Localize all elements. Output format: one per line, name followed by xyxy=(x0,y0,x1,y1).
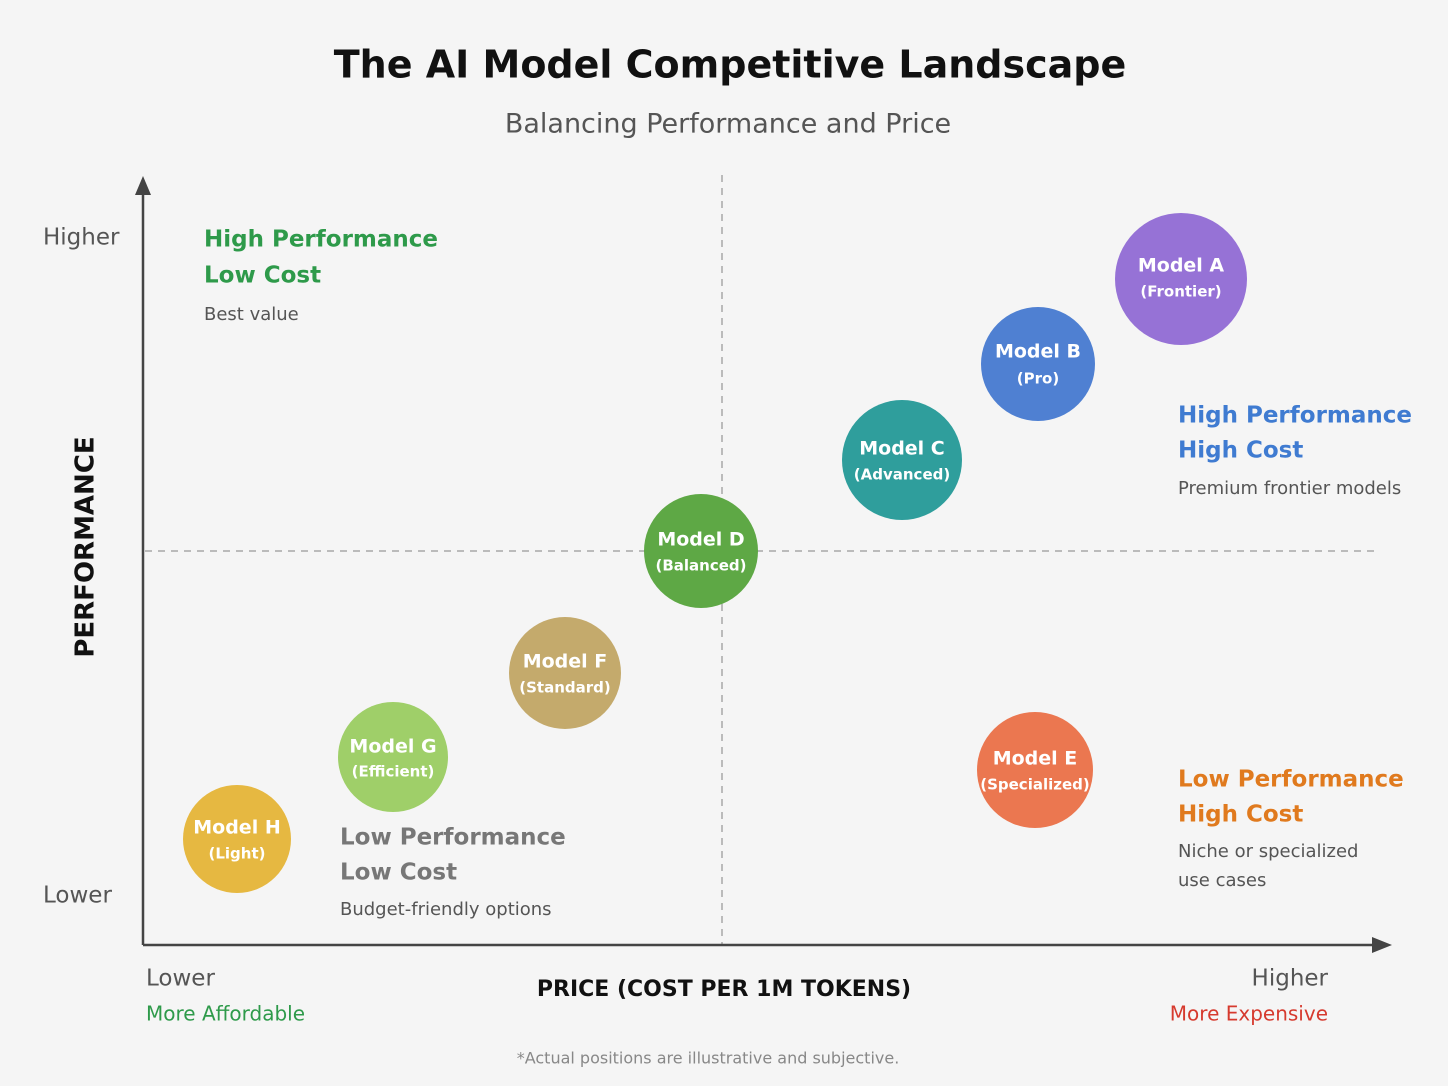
quadrant-note: Best value xyxy=(204,304,299,325)
bubble xyxy=(509,617,621,729)
bubble xyxy=(183,785,291,893)
node-sublabel: (Pro) xyxy=(1017,370,1059,388)
bubble xyxy=(842,400,962,520)
quadrant-note: Niche or specialized xyxy=(1178,841,1358,862)
footnote: *Actual positions are illustrative and s… xyxy=(517,1049,900,1068)
node: Model H (Light) xyxy=(183,785,291,893)
bubble xyxy=(977,712,1093,828)
x-title: PRICE (COST PER 1M TOKENS) xyxy=(537,977,911,1002)
node: Model D (Balanced) xyxy=(644,494,758,608)
y-arrow xyxy=(135,176,151,195)
node: Model F (Standard) xyxy=(509,617,621,729)
node-label: Model E xyxy=(993,748,1078,770)
node-sublabel: (Specialized) xyxy=(980,776,1090,794)
node-label: Model B xyxy=(995,341,1081,363)
node: Model C (Advanced) xyxy=(842,400,962,520)
node: Model A (Frontier) xyxy=(1115,213,1247,345)
quadrant-title: High Performance xyxy=(1178,403,1412,429)
x-low: Lower xyxy=(146,966,215,992)
node-label: Model A xyxy=(1138,255,1225,277)
quadrant-title: High Cost xyxy=(1178,802,1303,828)
node: Model E (Specialized) xyxy=(977,712,1093,828)
quadrant-title: Low Cost xyxy=(204,263,321,289)
bubble xyxy=(338,702,448,812)
node-label: Model F xyxy=(523,651,608,673)
node-sublabel: (Efficient) xyxy=(352,763,435,781)
quadrant-title: Low Cost xyxy=(340,860,457,886)
title: The AI Model Competitive Landscape xyxy=(334,43,1127,87)
y-title: PERFORMANCE xyxy=(71,436,101,657)
node-label: Model H xyxy=(193,817,280,839)
quadrant-title: Low Performance xyxy=(1178,767,1404,793)
bubble xyxy=(1115,213,1247,345)
y-low: Lower xyxy=(43,883,112,909)
quadrant-note: Budget-friendly options xyxy=(340,899,552,920)
x-low-note: More Affordable xyxy=(146,1002,305,1026)
subtitle: Balancing Performance and Price xyxy=(505,109,951,140)
quadrant-note: use cases xyxy=(1178,870,1266,891)
node: Model G (Efficient) xyxy=(338,702,448,812)
quadrant-note: Premium frontier models xyxy=(1178,478,1401,499)
node-sublabel: (Advanced) xyxy=(854,466,950,484)
bubble xyxy=(981,307,1095,421)
node-sublabel: (Balanced) xyxy=(655,557,746,575)
x-high: Higher xyxy=(1252,966,1329,992)
node-sublabel: (Frontier) xyxy=(1140,283,1221,301)
node-sublabel: (Light) xyxy=(209,845,266,863)
bubble xyxy=(644,494,758,608)
node-label: Model D xyxy=(657,529,744,551)
node-sublabel: (Standard) xyxy=(519,679,610,697)
quadrant-title: High Performance xyxy=(204,227,438,253)
node: Model B (Pro) xyxy=(981,307,1095,421)
quadrant-title: High Cost xyxy=(1178,438,1303,464)
node-label: Model C xyxy=(859,438,945,460)
quadrant-title: Low Performance xyxy=(340,825,566,851)
x-high-note: More Expensive xyxy=(1170,1002,1328,1026)
x-arrow xyxy=(1372,937,1392,953)
y-high: Higher xyxy=(43,225,120,251)
node-label: Model G xyxy=(349,736,436,758)
